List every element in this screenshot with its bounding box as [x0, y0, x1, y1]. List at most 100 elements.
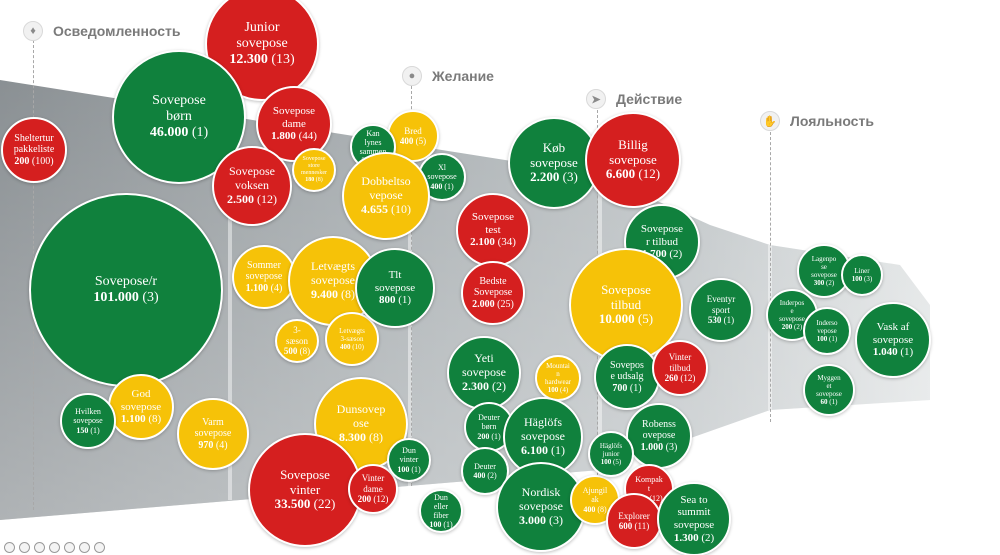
keyword-volume: 180	[305, 176, 315, 183]
keyword-rank: (8)	[368, 429, 383, 444]
keyword-volume: 200	[14, 155, 30, 167]
keyword-bubble[interactable]: Sovepose store mennesker 180 (8)	[292, 148, 336, 192]
keyword-bubble[interactable]: Sheltertur pakkeliste 200 (100)	[1, 117, 67, 183]
keyword-bubble[interactable]: Explorer 600 (11)	[606, 493, 662, 549]
keyword-rank: (1)	[444, 181, 454, 191]
keyword-bubble[interactable]: Myggen et sovepose 60 (1)	[803, 364, 855, 416]
keyword-rank: (1)	[723, 315, 735, 326]
keyword-volume: 400	[340, 343, 351, 352]
keyword-bubble[interactable]: Vinter tilbud 260 (12)	[652, 340, 708, 396]
toolbar-button-1[interactable]	[4, 542, 15, 553]
keyword-bubble[interactable]: Vask af sovepose 1.040 (1)	[855, 302, 931, 378]
keyword-bubble[interactable]: Sovepose/r 101.000 (3)	[29, 193, 223, 387]
keyword-bubble[interactable]: Liner 100 (3)	[841, 254, 883, 296]
keyword-bubble[interactable]: Sovepose test 2.100 (34)	[456, 193, 530, 267]
keyword-rank: (12)	[649, 493, 663, 503]
keyword-label: Dun vinter	[399, 446, 419, 465]
keyword-rank: (3)	[665, 441, 678, 453]
keyword-rank: (4)	[270, 282, 283, 294]
toolbar-button-7[interactable]	[94, 542, 105, 553]
keyword-bubble[interactable]: Sea to summit sovepose 1.300 (2)	[657, 482, 731, 555]
keyword-rank: (3)	[142, 290, 159, 305]
keyword-rank: (34)	[497, 236, 516, 249]
keyword-bubble[interactable]: Dun eller fiber 100 (1)	[419, 489, 463, 533]
keyword-rank: (1)	[90, 425, 100, 435]
keyword-volume: 2.200	[530, 169, 560, 185]
stage-awareness: ♦ Осведомленность	[23, 21, 181, 41]
keyword-bubble[interactable]: Robenss ovepose 1.000 (3)	[626, 403, 692, 469]
keyword-rank: (1)	[829, 398, 838, 407]
keyword-label: Sovepose børn	[152, 92, 206, 124]
viewer-toolbar	[4, 542, 105, 553]
keyword-rank: (8)	[299, 346, 311, 357]
keyword-volume: 2.500	[227, 191, 254, 206]
keyword-rank: (3)	[562, 169, 578, 185]
keyword-label: Häglöfs junior	[599, 441, 623, 458]
keyword-bubble[interactable]: God sovepose 1.100 (8)	[108, 374, 174, 440]
keyword-volume: 400	[583, 504, 596, 514]
keyword-label: Robenss ovepose	[642, 418, 676, 442]
toolbar-button-5[interactable]	[64, 542, 75, 553]
keyword-bubble[interactable]: Sovepose vinter 33.500 (22)	[248, 433, 362, 547]
keyword-bubble[interactable]: Hvilken sovepose 150 (1)	[60, 393, 116, 449]
keyword-volume: 100	[816, 335, 828, 344]
keyword-bubble[interactable]: Dobbeltso vepose 4.655 (10)	[342, 152, 430, 240]
keyword-bubble[interactable]: Sommer sovepose 1.100 (4)	[232, 245, 296, 309]
keyword-bubble[interactable]: Ajungil ak 400 (8)	[570, 475, 620, 525]
keyword-bubble[interactable]: Lagenpo se sovepose 300 (2)	[797, 244, 851, 298]
keyword-volume: 400	[399, 136, 414, 146]
toolbar-button-2[interactable]	[19, 542, 30, 553]
keyword-volume: 1.000	[640, 441, 664, 453]
keyword-bubble[interactable]: Bedste Sovepose 2.000 (25)	[461, 261, 525, 325]
keyword-volume: 4.655	[361, 201, 388, 216]
keyword-bubble[interactable]: Varm sovepose 970 (4)	[177, 398, 249, 470]
hand-icon: ✋	[760, 111, 780, 131]
toolbar-button-6[interactable]	[79, 542, 90, 553]
keyword-volume: 1.100	[245, 282, 269, 294]
keyword-bubble[interactable]: 3- sæson 500 (8)	[275, 319, 319, 363]
keyword-volume: 100	[397, 464, 410, 474]
keyword-label: Explorer	[618, 510, 650, 521]
keyword-bubble[interactable]: Billig sovepose 6.600 (12)	[585, 112, 681, 208]
keyword-label: Deuter børn	[478, 413, 500, 432]
keyword-volume: 700	[612, 382, 628, 394]
keyword-label: Vinter dame	[361, 473, 385, 494]
keyword-bubble[interactable]: Sovepos e udsalg 700 (1)	[594, 344, 660, 410]
keyword-bubble[interactable]: Vinter dame 200 (12)	[348, 464, 398, 514]
keyword-volume: 500	[283, 346, 298, 357]
keyword-bubble[interactable]: Yeti sovepose 2.300 (2)	[447, 336, 521, 410]
keyword-rank: (1)	[829, 335, 838, 344]
keyword-rank: (4)	[560, 386, 569, 395]
keyword-label: Køb sovepose	[530, 139, 578, 170]
keyword-label: Deuter	[474, 461, 496, 471]
keyword-volume: 600	[618, 521, 633, 531]
keyword-rank: (1)	[411, 464, 421, 474]
keyword-volume: 200	[357, 494, 372, 505]
keyword-bubble[interactable]: Letvægts 3-sæson 400 (10)	[325, 312, 379, 366]
keyword-rank: (1)	[551, 442, 565, 457]
keyword-rank: (22)	[313, 496, 336, 512]
keyword-bubble[interactable]: Tlt sovepose 800 (1)	[355, 248, 435, 328]
stage-desire: ● Желание	[402, 66, 494, 86]
stage-desire-label: Желание	[432, 68, 494, 84]
toolbar-button-3[interactable]	[34, 542, 45, 553]
keyword-rank: (5)	[637, 311, 654, 327]
keyword-label: 3- sæson	[285, 325, 308, 346]
keyword-label: Yeti sovepose	[462, 351, 506, 380]
keyword-bubble[interactable]: Eventyr sport 530 (1)	[689, 278, 753, 342]
keyword-bubble[interactable]: Häglöfs junior 100 (5)	[588, 431, 634, 477]
keyword-bubble[interactable]: Dun vinter 100 (1)	[387, 438, 431, 482]
keyword-rank: (1)	[443, 520, 453, 530]
keyword-bubble[interactable]: Mountai n hardwear 100 (4)	[535, 355, 581, 401]
keyword-rank: (8)	[597, 504, 607, 514]
keyword-label: Letvægts 3-sæson	[339, 326, 365, 343]
keyword-volume: 100	[547, 386, 559, 395]
keyword-volume: 2.100	[470, 236, 495, 249]
stage-action-label: Действие	[616, 91, 683, 107]
keyword-bubble[interactable]: Inderso vepose 100 (1)	[803, 307, 851, 355]
keyword-volume: 2.000	[472, 298, 495, 310]
toolbar-button-4[interactable]	[49, 542, 60, 553]
keyword-label: Lagenpo se sovepose	[811, 254, 837, 279]
keyword-bubble[interactable]: Sovepose voksen 2.500 (12)	[212, 146, 292, 226]
